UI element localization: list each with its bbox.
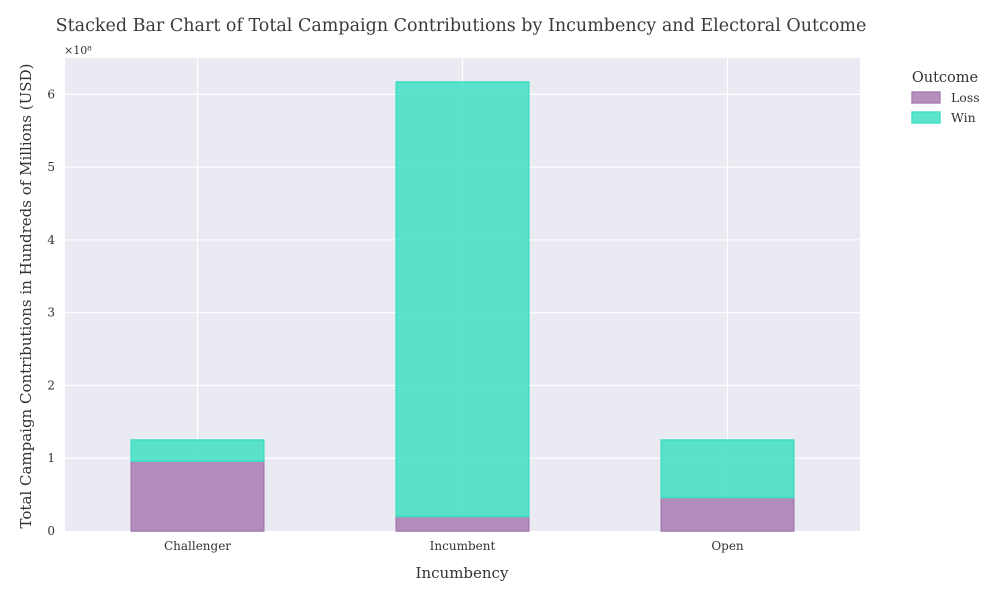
bar-win-open (660, 439, 795, 499)
bar-win-incumbent (395, 81, 530, 518)
y-tick-label: 6 (47, 87, 55, 101)
x-tick-label: Open (711, 539, 744, 553)
y-axis-label: Total Campaign Contributions in Hundreds… (17, 64, 35, 529)
legend-swatch-win (911, 111, 941, 124)
bar-loss-incumbent (395, 515, 530, 532)
y-axis-multiplier: ×10⁸ (64, 44, 92, 57)
y-tick-label: 5 (47, 160, 55, 174)
chart-title: Stacked Bar Chart of Total Campaign Cont… (56, 16, 867, 36)
legend: Outcome Loss Win (911, 70, 980, 125)
y-tick-label: 2 (47, 378, 55, 392)
bar-loss-challenger (130, 460, 265, 532)
y-tick-label: 0 (47, 524, 55, 538)
legend-title: Outcome (912, 70, 978, 86)
x-axis-ticks: Challenger Incumbent Open (164, 539, 744, 553)
y-tick-label: 3 (47, 306, 55, 320)
legend-label-win: Win (951, 110, 976, 125)
legend-label-loss: Loss (951, 90, 980, 105)
legend-items: Loss Win (911, 90, 980, 125)
bar-win-challenger (130, 439, 265, 462)
x-tick-label: Challenger (164, 539, 231, 553)
y-tick-label: 4 (47, 233, 55, 247)
y-tick-label: 1 (47, 451, 55, 465)
x-axis-label: Incumbency (416, 564, 509, 582)
x-tick-label: Incumbent (430, 539, 496, 553)
y-axis-ticks: 0 1 2 3 4 5 6 (47, 87, 55, 538)
bar-loss-open (660, 496, 795, 532)
bars (130, 81, 795, 532)
legend-swatch-loss (911, 91, 941, 104)
